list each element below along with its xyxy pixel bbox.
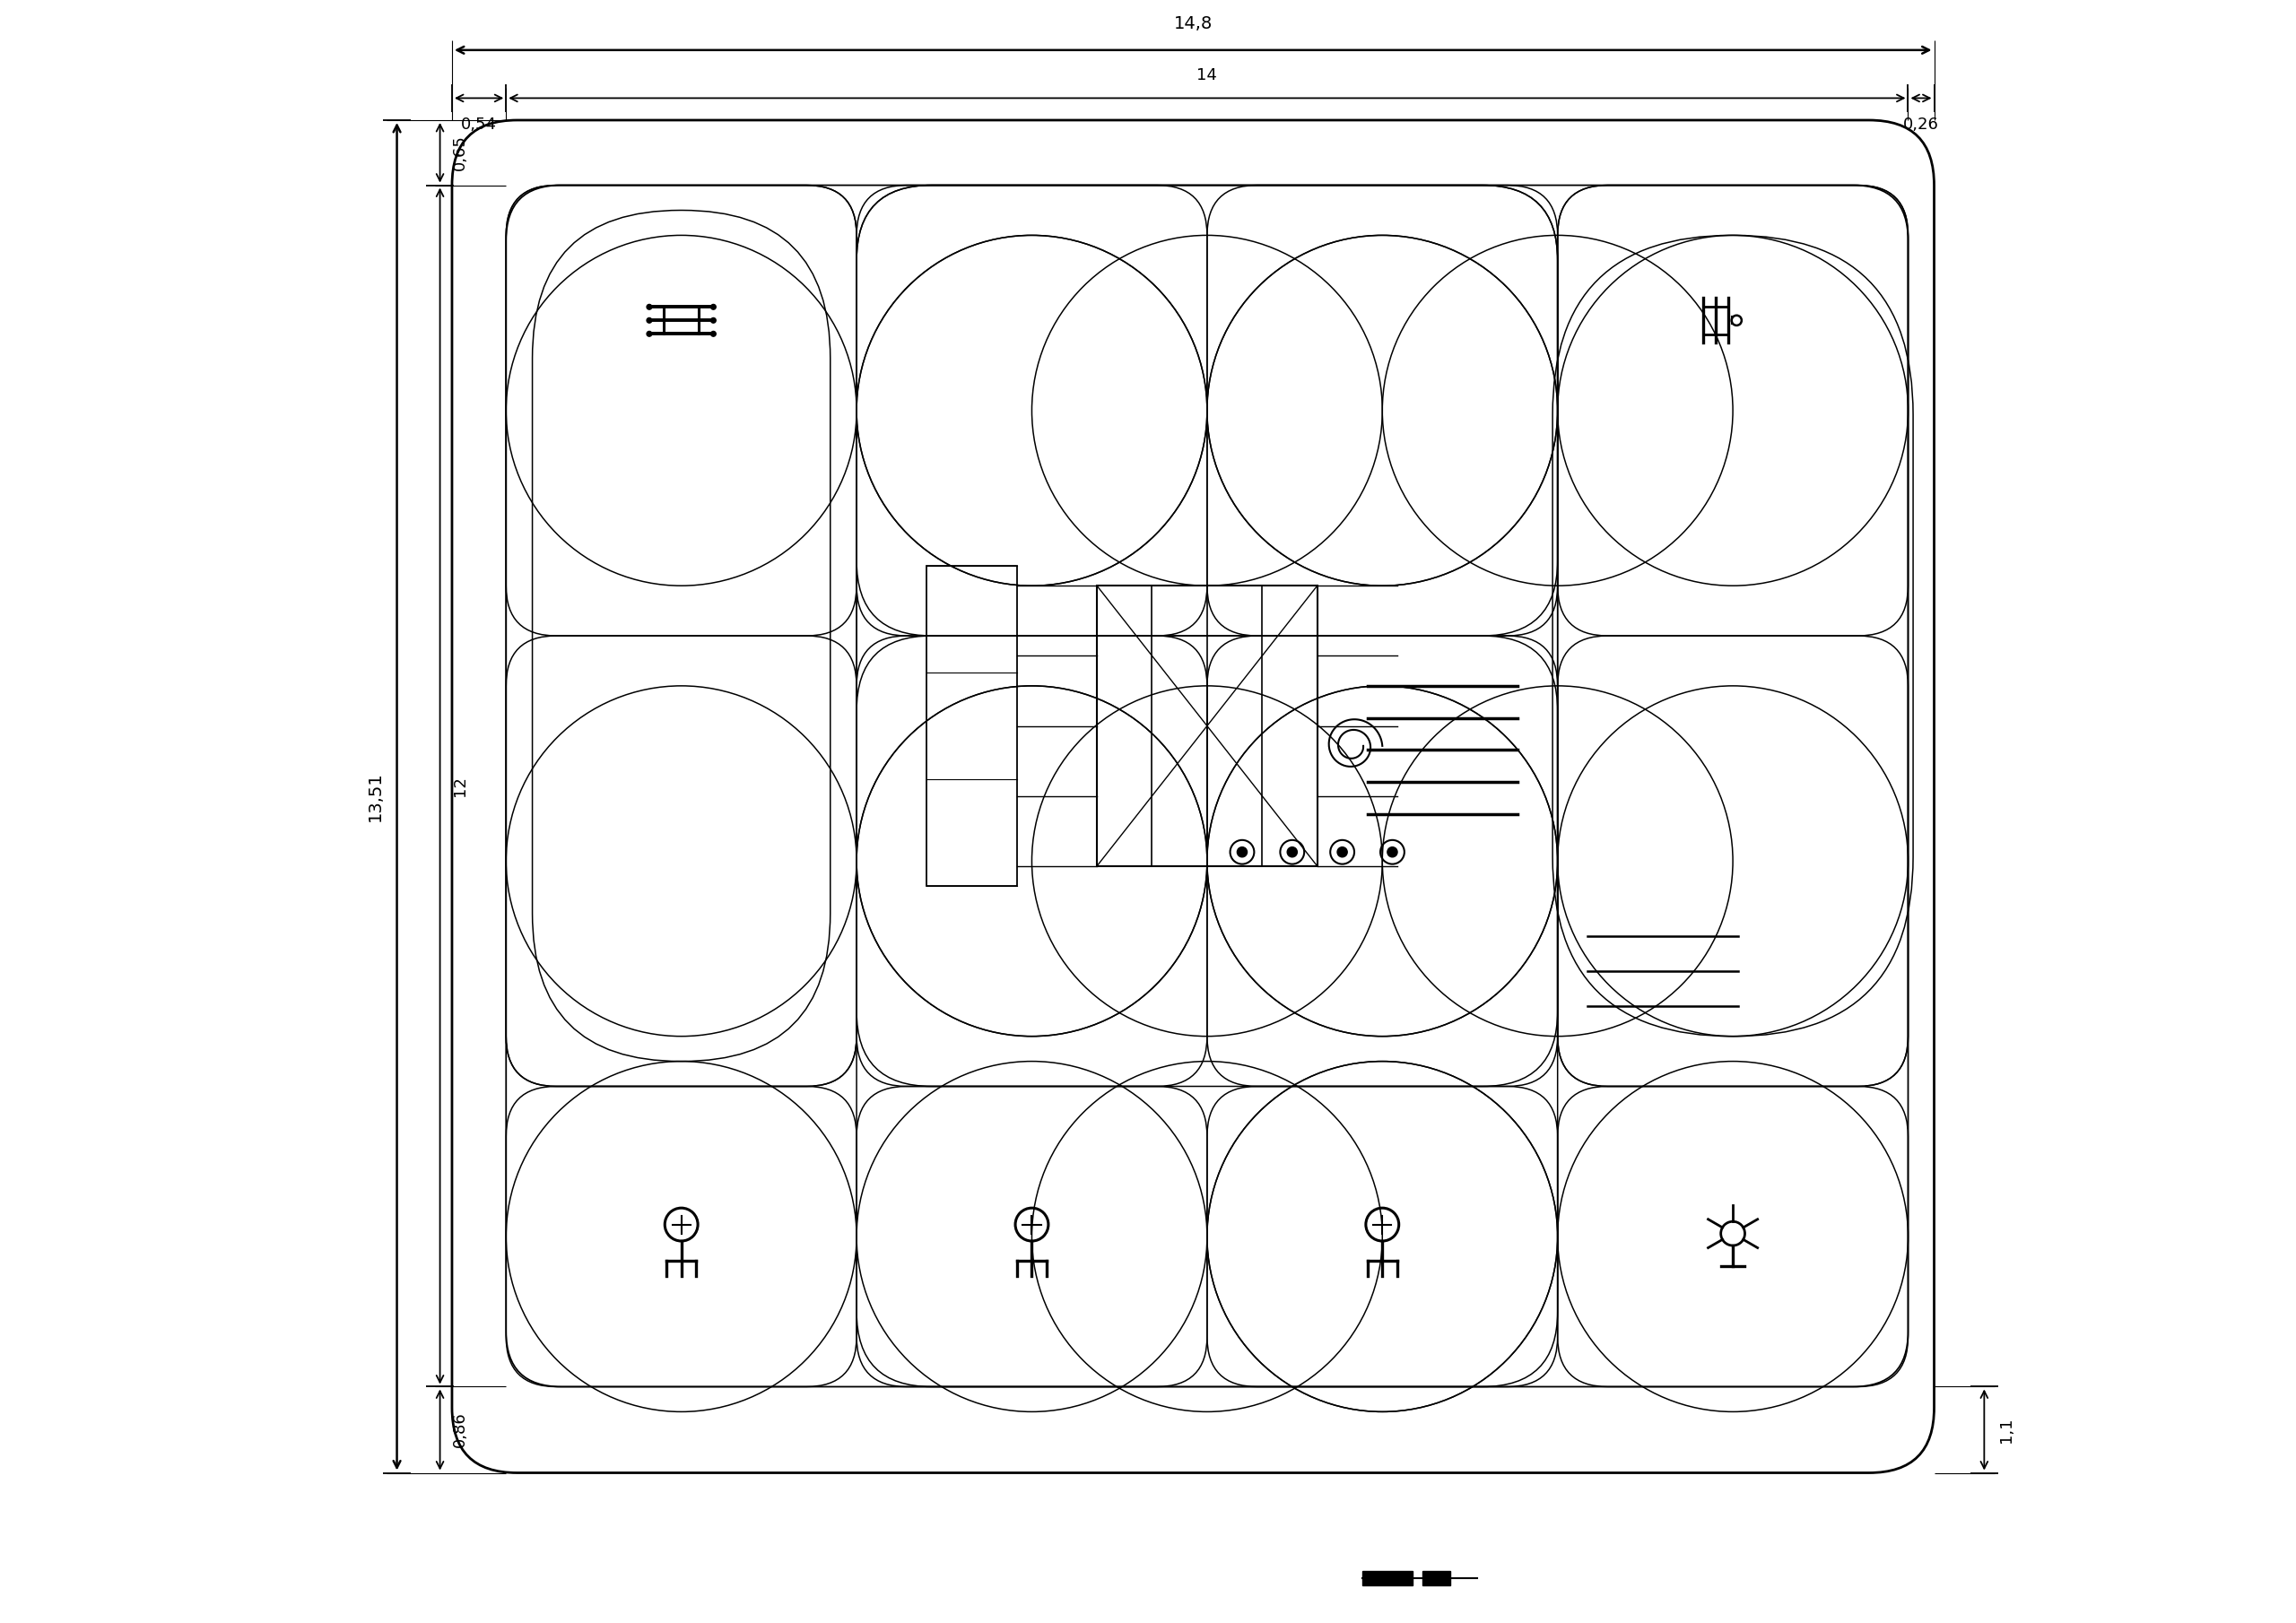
Text: 0,54: 0,54 <box>461 117 496 133</box>
Circle shape <box>1238 847 1247 857</box>
Text: 0,26: 0,26 <box>1903 117 1940 133</box>
Text: 14: 14 <box>1196 67 1217 83</box>
Bar <box>1362 1571 1412 1586</box>
Circle shape <box>712 331 716 336</box>
Circle shape <box>1288 847 1297 857</box>
Text: 14,8: 14,8 <box>1173 15 1212 32</box>
Circle shape <box>712 318 716 323</box>
Text: 12: 12 <box>452 776 468 797</box>
Text: 0,65: 0,65 <box>452 135 468 170</box>
Bar <box>1097 586 1318 867</box>
Circle shape <box>647 305 652 310</box>
Text: 13,51: 13,51 <box>367 771 383 821</box>
Bar <box>1424 1571 1451 1586</box>
Circle shape <box>647 318 652 323</box>
Circle shape <box>647 331 652 336</box>
Text: 1,1: 1,1 <box>1998 1417 2014 1443</box>
Circle shape <box>1387 847 1398 857</box>
Bar <box>928 566 1017 886</box>
Circle shape <box>1336 847 1348 857</box>
Text: 0,86: 0,86 <box>452 1412 468 1448</box>
Circle shape <box>712 305 716 310</box>
